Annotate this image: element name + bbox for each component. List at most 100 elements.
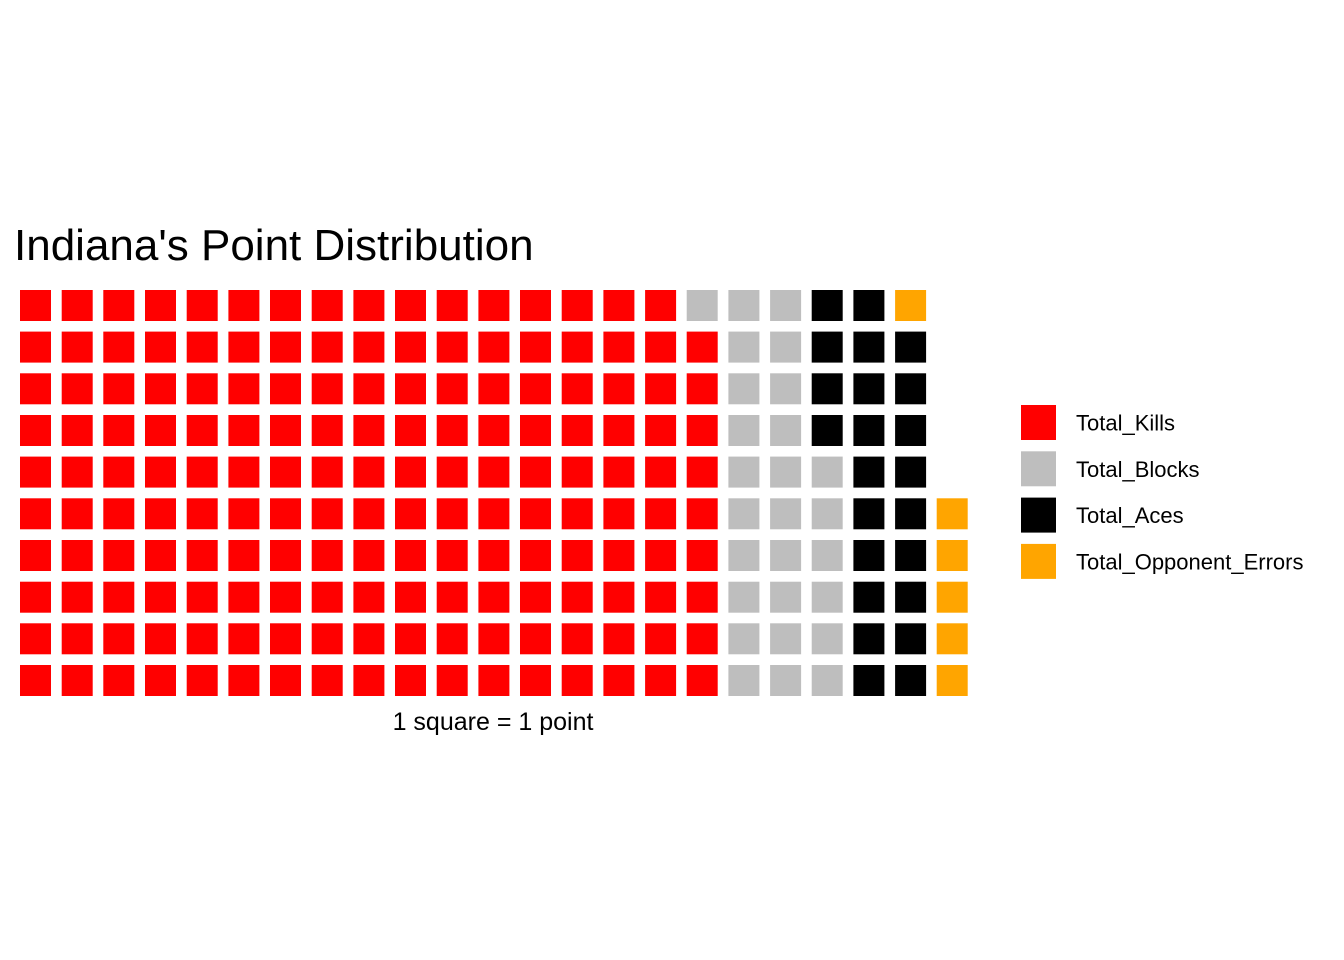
waffle-square xyxy=(353,581,385,613)
waffle-square xyxy=(478,665,510,696)
waffle-square xyxy=(20,498,51,530)
waffle-square xyxy=(520,331,551,363)
waffle-square xyxy=(728,331,760,363)
legend-label: Total_Kills xyxy=(1076,411,1175,436)
waffle-square xyxy=(436,623,468,655)
waffle-square xyxy=(936,498,968,530)
waffle-square xyxy=(228,331,260,363)
waffle-square xyxy=(103,373,135,405)
waffle-square xyxy=(853,540,885,571)
waffle-square xyxy=(270,290,301,321)
waffle-square xyxy=(895,415,927,446)
waffle-square xyxy=(686,498,718,530)
waffle-square xyxy=(270,581,301,613)
waffle-square xyxy=(478,456,510,488)
waffle-square xyxy=(61,623,93,655)
waffle-square xyxy=(561,331,593,363)
waffle-square xyxy=(811,623,843,655)
waffle-square xyxy=(770,540,802,571)
waffle-square xyxy=(436,498,468,530)
waffle-square xyxy=(811,581,843,613)
waffle-square xyxy=(478,415,510,446)
waffle-square xyxy=(103,415,135,446)
waffle-square xyxy=(811,415,843,446)
waffle-square xyxy=(270,373,301,405)
waffle-square xyxy=(145,498,176,530)
waffle-square xyxy=(228,415,260,446)
waffle-square xyxy=(895,581,927,613)
waffle-square xyxy=(603,290,635,321)
waffle-square xyxy=(228,665,260,696)
waffle-square xyxy=(311,665,343,696)
waffle-square xyxy=(186,373,218,405)
waffle-square xyxy=(686,540,718,571)
waffle-square xyxy=(228,540,260,571)
waffle-square xyxy=(853,415,885,446)
waffle-square xyxy=(186,498,218,530)
waffle-square xyxy=(520,540,551,571)
waffle-square xyxy=(770,290,802,321)
waffle-square xyxy=(770,456,802,488)
waffle-square xyxy=(436,331,468,363)
waffle-square xyxy=(645,456,677,488)
waffle-square xyxy=(728,581,760,613)
waffle-square xyxy=(770,581,802,613)
waffle-square xyxy=(61,540,93,571)
waffle-square xyxy=(478,290,510,321)
waffle-square xyxy=(436,665,468,696)
waffle-square xyxy=(895,373,927,405)
waffle-square xyxy=(853,623,885,655)
waffle-square xyxy=(853,290,885,321)
waffle-square xyxy=(603,581,635,613)
waffle-square xyxy=(395,331,426,363)
waffle-square xyxy=(728,498,760,530)
waffle-square xyxy=(311,623,343,655)
waffle-square xyxy=(478,498,510,530)
waffle-square xyxy=(686,623,718,655)
waffle-square xyxy=(770,373,802,405)
waffle-square xyxy=(853,456,885,488)
waffle-square xyxy=(686,456,718,488)
waffle-square xyxy=(645,415,677,446)
waffle-square xyxy=(645,373,677,405)
waffle-square xyxy=(561,540,593,571)
waffle-square xyxy=(270,456,301,488)
waffle-square xyxy=(353,373,385,405)
waffle-square xyxy=(395,498,426,530)
waffle-square xyxy=(103,623,135,655)
waffle-square xyxy=(270,623,301,655)
waffle-square xyxy=(145,581,176,613)
waffle-square xyxy=(561,623,593,655)
waffle-square xyxy=(186,331,218,363)
waffle-square xyxy=(270,665,301,696)
waffle-square xyxy=(853,665,885,696)
waffle-square xyxy=(186,456,218,488)
waffle-square xyxy=(436,290,468,321)
waffle-square xyxy=(770,623,802,655)
legend-label: Total_Blocks xyxy=(1076,457,1200,482)
legend-key xyxy=(1021,497,1056,533)
waffle-square xyxy=(103,665,135,696)
waffle-square xyxy=(520,623,551,655)
waffle-square xyxy=(103,581,135,613)
waffle-square xyxy=(145,456,176,488)
waffle-square xyxy=(395,415,426,446)
waffle-square xyxy=(645,665,677,696)
waffle-square xyxy=(353,665,385,696)
waffle-square xyxy=(353,290,385,321)
waffle-square xyxy=(811,498,843,530)
waffle-square xyxy=(520,456,551,488)
waffle-square xyxy=(61,331,93,363)
waffle-square xyxy=(603,415,635,446)
waffle-square xyxy=(603,373,635,405)
waffle-square xyxy=(20,331,51,363)
waffle-square xyxy=(353,540,385,571)
waffle-square xyxy=(478,623,510,655)
waffle-square xyxy=(561,456,593,488)
waffle-square xyxy=(895,540,927,571)
waffle-square xyxy=(270,498,301,530)
waffle-square xyxy=(436,581,468,613)
waffle-square xyxy=(311,456,343,488)
waffle-square xyxy=(353,456,385,488)
waffle-square xyxy=(895,665,927,696)
